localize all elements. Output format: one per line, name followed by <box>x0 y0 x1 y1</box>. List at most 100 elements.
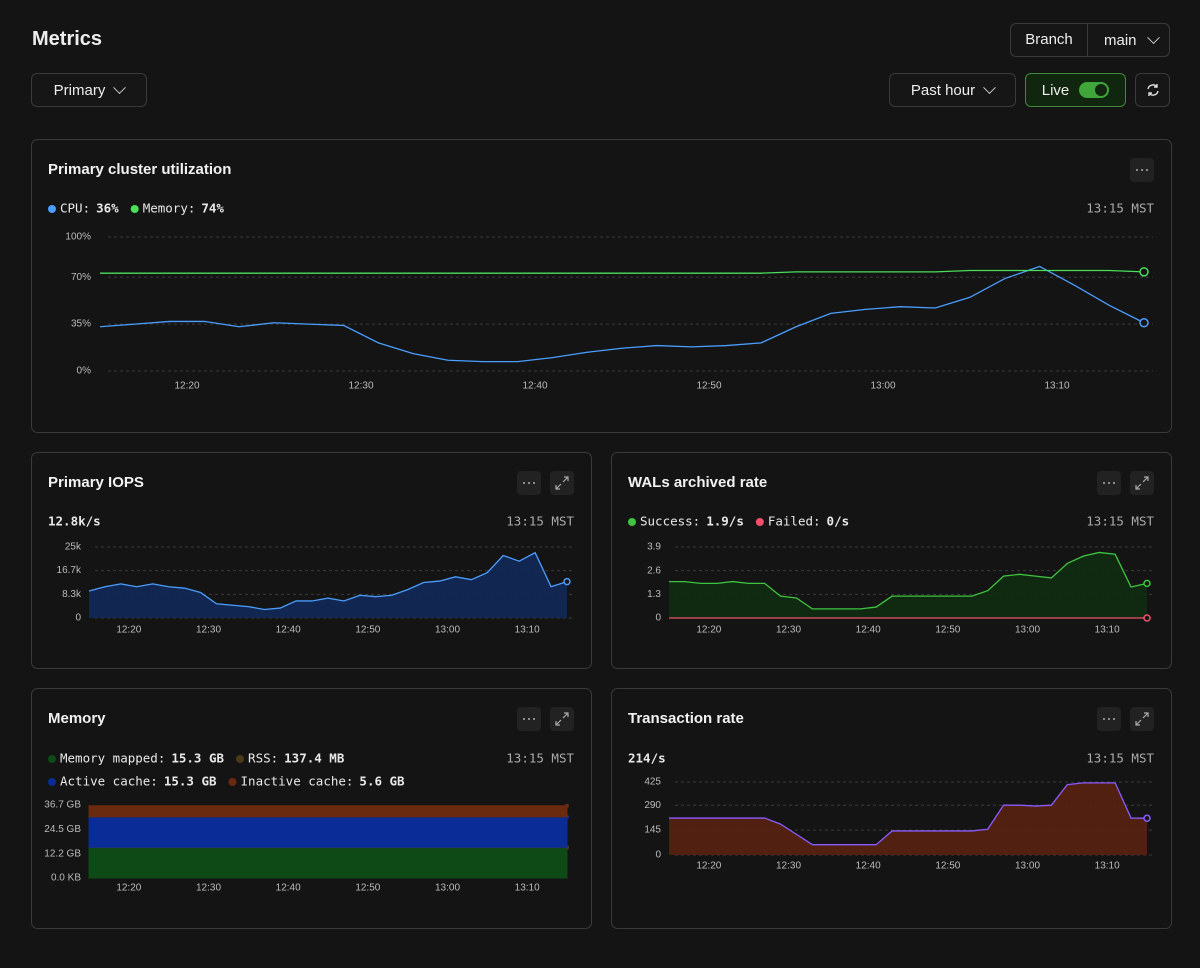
x-tick-label: 12:30 <box>196 625 221 636</box>
x-tick-label: 13:10 <box>1044 381 1069 392</box>
x-tick-label: 12:20 <box>174 381 199 392</box>
timestamp: 13:15 MST <box>1086 201 1154 216</box>
series-line <box>88 551 568 611</box>
legend-label: Active cache: <box>60 774 158 789</box>
branch-selector[interactable]: Branch main <box>1010 23 1170 57</box>
end-point <box>1143 614 1151 622</box>
y-tick-label: 24.5 GB <box>44 824 81 835</box>
x-tick-label: 12:40 <box>276 625 301 636</box>
x-tick-label: 12:50 <box>935 861 960 872</box>
chevron <box>113 80 127 94</box>
series-line <box>99 265 1145 363</box>
dot <box>1108 482 1110 484</box>
legend-dot <box>236 755 245 763</box>
x-tick-label: 12:40 <box>856 625 881 636</box>
series-line <box>100 269 1145 274</box>
panel-title: Transaction rate <box>628 710 744 727</box>
live-toggle[interactable]: Live <box>1025 73 1126 107</box>
area-fill <box>669 782 1147 855</box>
stacked-area <box>88 847 568 879</box>
area-fill <box>669 552 1147 618</box>
live-label: Live <box>1041 81 1070 99</box>
legend-value: 36% <box>96 201 119 216</box>
end-point <box>565 803 569 808</box>
expand-button[interactable] <box>1130 471 1154 495</box>
y-tick-label: 0 <box>655 613 661 624</box>
legend-label: Inactive cache: <box>241 774 354 789</box>
x-tick-label: 12:50 <box>696 381 721 392</box>
legend-label: Memory: <box>143 201 196 216</box>
series-line <box>669 782 1148 846</box>
x-tick-label: 12:50 <box>935 625 960 636</box>
legend-value: 214/s <box>628 751 666 766</box>
y-tick-label: 425 <box>644 777 661 788</box>
timestamp: 13:15 MST <box>506 751 574 766</box>
dot <box>1113 482 1115 484</box>
legend-label: Failed: <box>768 514 821 529</box>
x-tick-label: 13:00 <box>870 381 895 392</box>
refresh-icon <box>1146 84 1159 96</box>
stacked-area <box>88 816 568 848</box>
y-tick-label: 8.3k <box>62 589 82 600</box>
refresh-button[interactable] <box>1135 73 1170 107</box>
end-point <box>1143 579 1151 588</box>
y-tick-label: 3.9 <box>647 542 661 553</box>
panel-title: Memory <box>48 710 106 727</box>
y-tick-label: 100% <box>65 232 91 243</box>
dot <box>528 482 530 484</box>
y-tick-label: 2.6 <box>647 565 661 576</box>
area-fill <box>89 552 567 618</box>
range-dropdown[interactable]: Past hour <box>889 73 1016 107</box>
dot <box>1136 169 1138 171</box>
x-tick-label: 12:40 <box>522 381 547 392</box>
legend-value: 5.6 GB <box>359 774 405 789</box>
x-tick-label: 12:20 <box>696 861 721 872</box>
x-tick-label: 12:20 <box>116 625 141 636</box>
timestamp: 13:15 MST <box>1086 514 1154 529</box>
legend-value: 0/s <box>827 514 850 529</box>
y-tick-label: 16.7k <box>57 565 82 576</box>
legend-value: 74% <box>201 201 224 216</box>
x-tick-label: 13:10 <box>515 625 540 636</box>
x-tick-label: 12:30 <box>348 381 373 392</box>
instance-dropdown[interactable]: Primary <box>31 73 147 107</box>
dot <box>1108 718 1110 720</box>
expand-icon <box>555 476 569 490</box>
legend-label: Success: <box>640 514 700 529</box>
x-tick-label: 13:00 <box>435 883 460 894</box>
panel-title: Primary IOPS <box>48 474 144 491</box>
y-tick-label: 25k <box>65 542 82 553</box>
dot <box>1113 718 1115 720</box>
panel-title: Primary cluster utilization <box>48 161 231 178</box>
chevron <box>983 80 996 94</box>
y-tick-label: 290 <box>644 800 661 811</box>
x-tick-label: 12:30 <box>776 861 801 872</box>
x-tick-label: 12:30 <box>196 883 221 894</box>
dot <box>1103 482 1105 484</box>
dot <box>523 718 525 720</box>
y-tick-label: 1.3 <box>647 589 661 600</box>
panel-title: WALs archived rate <box>628 474 767 491</box>
switch <box>1079 82 1110 98</box>
dot <box>533 482 535 484</box>
legend-dot <box>755 518 764 526</box>
legend-value: 1.9/s <box>706 514 744 529</box>
dot <box>533 718 535 720</box>
y-tick-label: 0.0 KB <box>51 873 81 884</box>
page-title: Metrics <box>32 28 103 50</box>
end-point <box>1143 814 1151 822</box>
expand-button[interactable] <box>550 707 574 731</box>
y-tick-label: 35% <box>71 319 91 330</box>
series-line <box>669 551 1148 610</box>
expand-button[interactable] <box>1130 707 1154 731</box>
branch-label: Branch <box>1011 24 1088 56</box>
y-tick-label: 0% <box>77 366 92 377</box>
expand-icon <box>555 712 569 726</box>
x-tick-label: 13:00 <box>1015 625 1040 636</box>
expand-icon <box>1135 712 1149 726</box>
expand-button[interactable] <box>550 471 574 495</box>
x-tick-label: 13:10 <box>1095 625 1120 636</box>
x-tick-label: 12:40 <box>276 883 301 894</box>
end-point <box>1139 318 1149 328</box>
legend-dot <box>628 518 636 526</box>
